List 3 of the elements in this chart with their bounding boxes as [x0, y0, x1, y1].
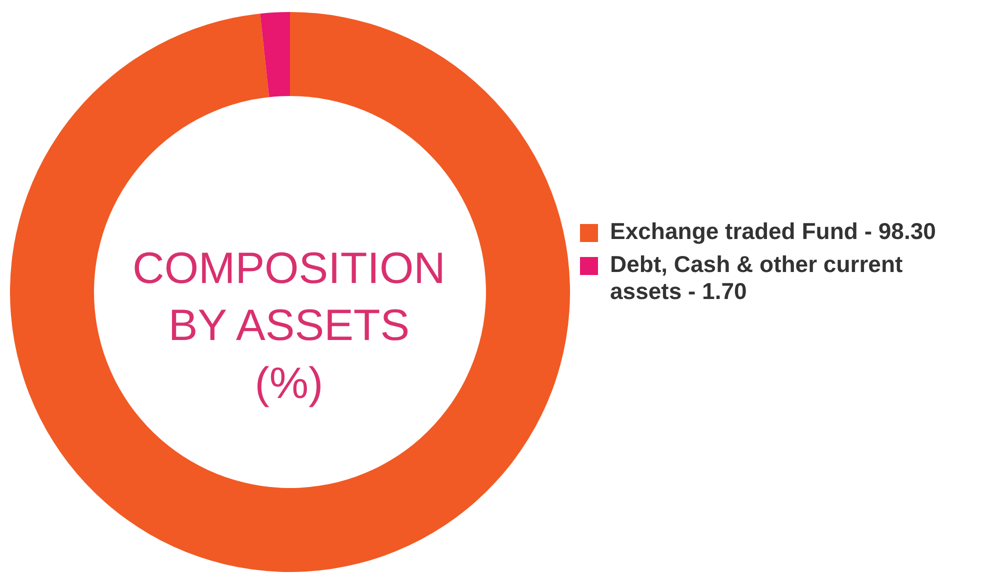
legend-label: Debt, Cash & other current assets - 1.70: [610, 251, 904, 305]
text: COMPOSITION BY ASSETS (%): [132, 243, 446, 410]
legend-label: Exchange traded Fund - 98.30: [610, 218, 936, 245]
